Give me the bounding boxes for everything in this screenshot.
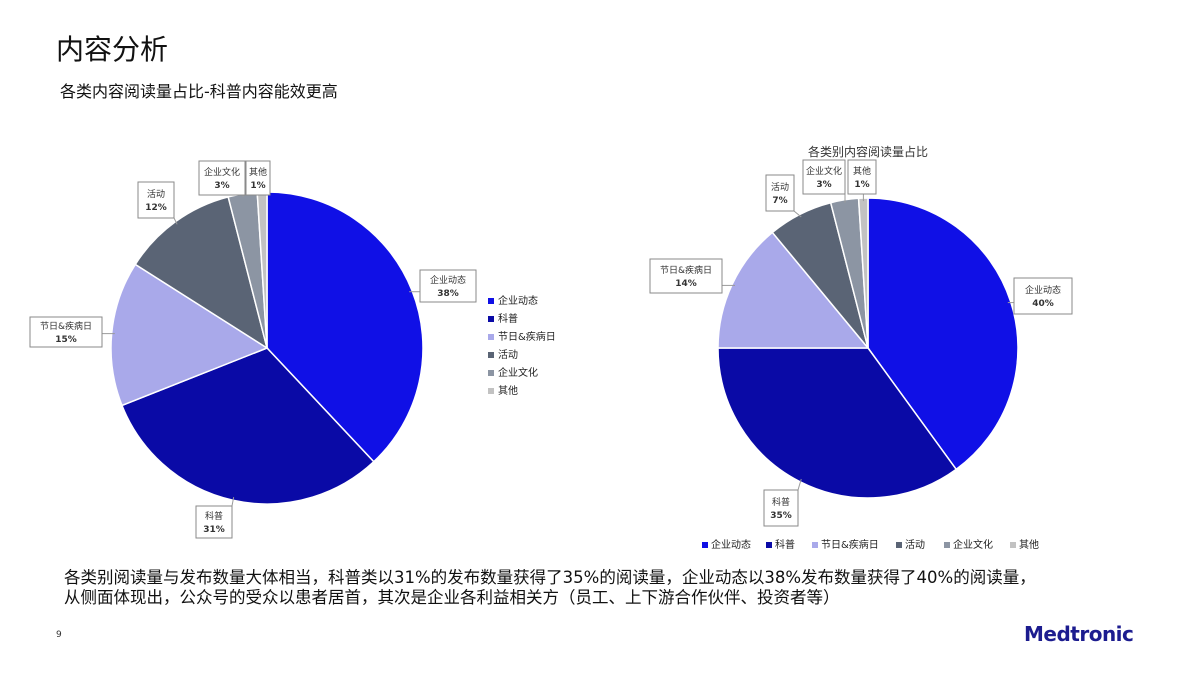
pie2-legend-swatch-news — [702, 542, 708, 548]
pie2-callout-name-culture: 企业文化 — [806, 165, 842, 177]
pie2-legend-swatch-festival — [812, 542, 818, 548]
pie2-callout-name-news: 企业动态 — [1025, 284, 1061, 296]
pie2-callout-news — [1013, 277, 1073, 315]
summary-line-1: 各类别阅读量与发布数量大体相当，科普类以31%的发布数量获得了35%的阅读量，企… — [64, 568, 1036, 587]
pie1-legend-swatch-culture — [488, 370, 494, 376]
pie-chart-read-share: 企业动态 40% 科普 35% 节日&疾病日 14% 活动 7% 企业文化 3% 其他 1% — [649, 159, 1073, 527]
pie1-legend-swatch-science — [488, 316, 494, 322]
pie2-legend-label-other: 其他 — [1019, 538, 1039, 551]
page-number: 9 — [56, 630, 62, 640]
pie2-callout-name-science: 科普 — [772, 496, 790, 508]
slide-subtitle: 各类内容阅读量占比-科普内容能效更高 — [60, 82, 338, 101]
pie-chart-publish-share: 企业动态 38% 科普 31% 节日&疾病日 15% 活动 12% 企业文化 3% 其他 1% — [29, 160, 477, 539]
pie2-leader-events — [793, 210, 802, 218]
pie2-callout-other — [847, 159, 877, 195]
pie2-title: 各类别内容阅读量占比 — [808, 144, 928, 159]
pie1-legend-label-other: 其他 — [498, 384, 518, 397]
pie2-legend-label-culture: 企业文化 — [953, 538, 993, 551]
pie2-legend-swatch-events — [896, 542, 902, 548]
pie1-slice-news — [266, 191, 424, 463]
pie2-callout-name-events: 活动 — [771, 181, 789, 193]
pie1-legend-swatch-news — [488, 298, 494, 304]
pie1-data-label-other: 1% — [250, 181, 265, 191]
pie1-slice-events — [134, 195, 269, 350]
pie2-legend-label-festival: 节日&疾病日 — [821, 538, 879, 551]
pie2-legend-swatch-science — [766, 542, 772, 548]
pie2-data-label-events: 7% — [772, 196, 787, 206]
pie2-data-label-festival: 14% — [675, 279, 697, 289]
pie1-legend-label-culture: 企业文化 — [498, 366, 538, 379]
pie2-callout-name-other: 其他 — [853, 165, 871, 177]
summary-text: 各类别阅读量与发布数量大体相当，科普类以31%的发布数量获得了35%的阅读量，企… — [64, 568, 1164, 608]
pie1-legend-label-news: 企业动态 — [498, 294, 538, 307]
pie2-legend: 企业动态 科普 节日&疾病日 活动 企业文化 其他 — [702, 538, 1039, 551]
pie2-slice-science — [717, 347, 958, 499]
pie1-leader-events — [173, 217, 178, 225]
pie2-data-label-news: 40% — [1032, 299, 1054, 309]
pie2-legend-label-events: 活动 — [905, 539, 925, 551]
pie1-callout-name-science: 科普 — [205, 510, 223, 522]
pie2-data-label-culture: 3% — [816, 180, 831, 190]
pie1-callout-other — [245, 160, 271, 196]
pie2-legend-swatch-other — [1010, 542, 1016, 548]
pie1-legend-label-festival: 节日&疾病日 — [498, 330, 556, 343]
pie1-callout-news — [419, 269, 477, 303]
pie2-callout-culture — [802, 159, 846, 195]
pie1-callout-name-events: 活动 — [147, 188, 165, 200]
pie1-legend-swatch-other — [488, 388, 494, 394]
pie1-legend-label-events: 活动 — [498, 349, 518, 361]
pie2-callout-events — [765, 174, 795, 212]
pie1-callout-events — [137, 181, 175, 219]
pie1-legend-label-science: 科普 — [498, 312, 518, 325]
pie2-slice-festival — [717, 231, 870, 349]
pie2-legend-label-science: 科普 — [775, 538, 795, 551]
pie1-legend-swatch-festival — [488, 334, 494, 340]
pie1-leader-science — [231, 497, 235, 507]
summary-line-2: 从侧面体现出，公众号的受众以患者居首，其次是企业各利益相关方（员工、上下游合作伙… — [64, 588, 840, 607]
pie2-callout-festival — [649, 258, 723, 294]
pie2-callout-science — [763, 489, 799, 527]
pie1-callout-culture — [198, 160, 246, 196]
pie1-data-label-culture: 3% — [214, 181, 229, 191]
pie1-data-label-events: 12% — [145, 203, 167, 213]
pie1-callout-name-culture: 企业文化 — [204, 166, 240, 178]
pie2-legend-swatch-culture — [944, 542, 950, 548]
pie1-data-label-science: 31% — [203, 525, 225, 535]
pie2-callout-name-festival: 节日&疾病日 — [660, 264, 712, 276]
pie2-leader-science — [797, 478, 802, 491]
pie1-callout-festival — [29, 316, 103, 348]
pie2-slice-news — [867, 197, 1019, 471]
pie1-callout-science — [195, 505, 233, 539]
pie1-callout-name-festival: 节日&疾病日 — [40, 320, 92, 332]
pie2-data-label-science: 35% — [770, 511, 792, 521]
pie1-data-label-festival: 15% — [55, 335, 77, 345]
pie1-data-label-news: 38% — [437, 289, 459, 299]
slide-title: 内容分析 — [56, 33, 169, 66]
pie1-callout-name-other: 其他 — [249, 166, 267, 178]
pie2-legend-label-news: 企业动态 — [711, 538, 751, 551]
pie1-callout-name-news: 企业动态 — [430, 274, 466, 286]
pie1-legend-swatch-events — [488, 352, 494, 358]
pie2-data-label-other: 1% — [854, 180, 869, 190]
medtronic-logo: Medtronic — [1024, 622, 1134, 646]
charts-canvas: 企业动态 38% 科普 31% 节日&疾病日 15% 活动 12% 企业文化 3% 其他 1% 企业动… — [29, 144, 1073, 551]
